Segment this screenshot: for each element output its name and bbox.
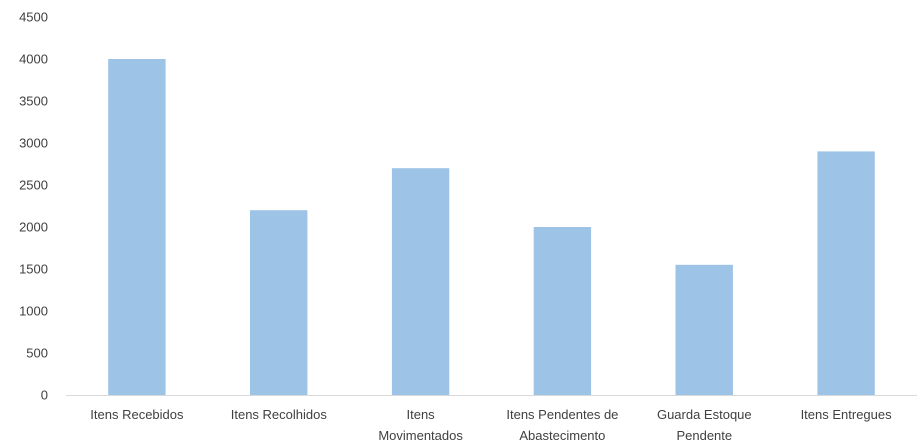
x-tick-label-line: Guarda Estoque <box>657 407 752 422</box>
y-tick-label: 1500 <box>19 262 48 277</box>
x-tick-label: Itens Pendentes de Abastecimento <box>506 407 618 443</box>
x-tick-label-line: Itens Recebidos <box>90 407 184 422</box>
y-tick-label: 3000 <box>19 136 48 151</box>
x-tick-label-line: Itens <box>407 407 436 422</box>
x-tick-label: Itens Recolhidos <box>231 407 328 422</box>
x-tick-label-line: Itens Pendentes de <box>506 407 618 422</box>
y-tick-label: 4500 <box>19 10 48 25</box>
x-tick-label: Guarda Estoque Pendente <box>657 407 752 443</box>
y-tick-label: 0 <box>41 388 48 403</box>
y-tick-label: 4000 <box>19 52 48 67</box>
x-tick-label-line: Pendente <box>676 428 732 443</box>
y-tick-label: 2000 <box>19 220 48 235</box>
bar <box>817 151 875 395</box>
bars <box>108 59 875 395</box>
x-axis: Itens Recebidos Itens Recolhidos Itens Movi… <box>90 407 892 443</box>
y-tick-label: 3500 <box>19 94 48 109</box>
x-tick-label: Itens Movimentados <box>378 407 463 443</box>
x-tick-label: Itens Entregues <box>801 407 893 422</box>
y-tick-label: 500 <box>26 346 48 361</box>
bar <box>250 210 308 395</box>
y-tick-label: 2500 <box>19 178 48 193</box>
bar <box>108 59 166 395</box>
x-tick-label-line: Itens Recolhidos <box>231 407 328 422</box>
bar <box>391 168 450 395</box>
x-tick-label: Itens Recebidos <box>90 407 184 422</box>
x-tick-label-line: Itens Entregues <box>801 407 893 422</box>
bar <box>533 227 592 395</box>
x-tick-label-line: Abastecimento <box>519 428 605 443</box>
x-tick-label-line: Movimentados <box>378 428 463 443</box>
bar <box>675 264 733 395</box>
y-tick-label: 1000 <box>19 304 48 319</box>
y-axis: 0 500 1000 1500 2000 2500 3000 3500 4000 4500 <box>19 10 48 403</box>
